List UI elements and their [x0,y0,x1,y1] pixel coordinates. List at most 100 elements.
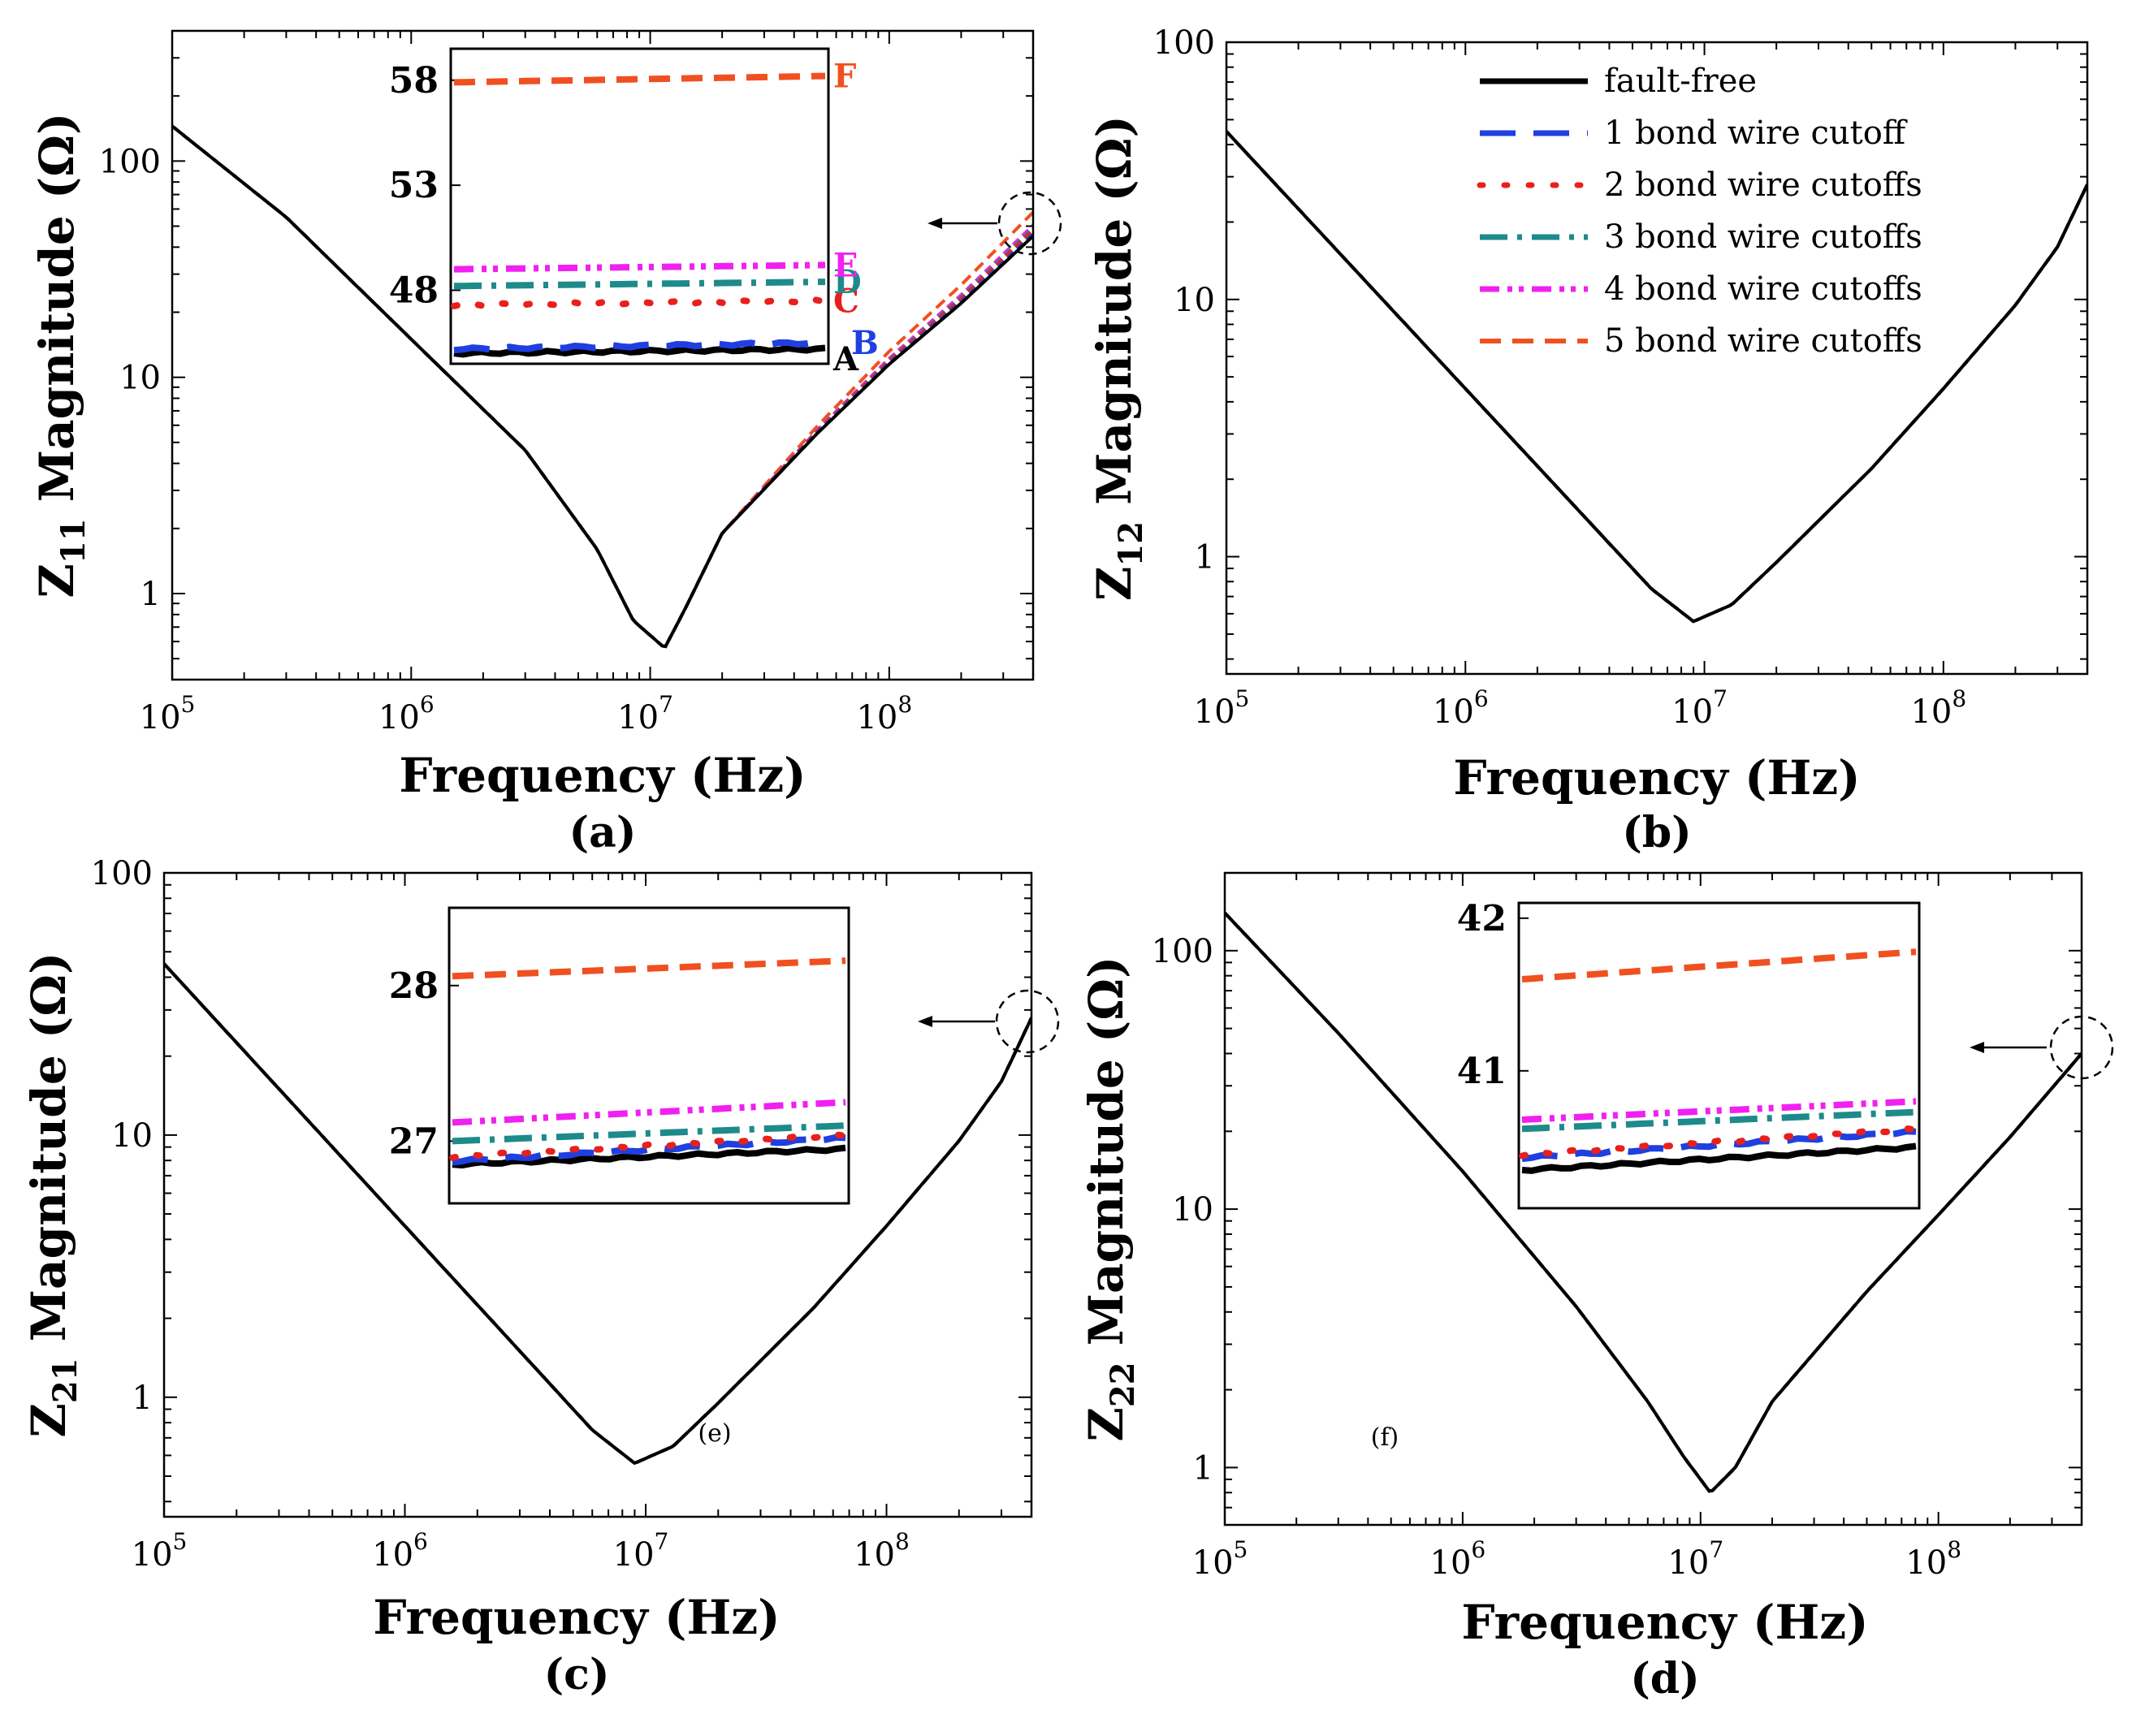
x-axis-title: Frequency (Hz) [399,748,806,803]
inset-series-line-2 [1519,1125,1919,1159]
x-axis-title: Frequency (Hz) [373,1590,780,1645]
legend-label-1: 1 bond wire cutoff [1604,114,1908,152]
x-tick-label: 108 [856,691,912,736]
inset-series-line-5 [453,72,826,86]
panel-annotation: (f) [1371,1423,1399,1452]
plot-frame [1223,871,2083,1527]
inset-y-tick-label: 42 [1457,898,1507,939]
y-tick-label: 10 [1172,1191,1213,1229]
x-tick-exponent: 8 [895,1528,910,1555]
inset-series-line-5 [452,957,846,980]
inset-y-tick-label: 48 [389,270,439,311]
inset-series-line-0 [1521,1142,1917,1174]
inset-series-line-3 [453,279,826,290]
series-line-5 [1226,130,2087,624]
x-tick-exponent: 6 [413,1528,428,1555]
inset-series-marker: E [833,246,858,284]
series-line-0 [172,124,1033,649]
legend: fault-free 1 bond wire cutoff 2 bond wire … [1477,63,1922,360]
x-tick-exponent: 5 [1234,1536,1248,1563]
x-tick-exponent: 5 [181,691,196,718]
series-line-3 [1226,130,2087,624]
inset-series-line-5 [1521,948,1917,982]
inset: 41 42 [1457,898,1921,1210]
zoom-arrow-head [1970,1042,1984,1053]
inset-series-line-1 [453,338,826,354]
y-axis-title: Z22 Magnitude (Ω) [1079,957,1142,1442]
series-line-0 [1226,130,2087,624]
x-tick-label: 105 [1194,685,1250,731]
inset-y-tick-label: 53 [389,165,439,206]
panel-label: (d) [1630,1654,1700,1704]
inset-y-tick-label: 27 [389,1121,439,1162]
y-tick-label: 1 [132,1380,153,1417]
x-axis-title: Frequency (Hz) [1461,1595,1868,1650]
inset-frame [449,47,830,365]
legend-label-0: fault-free [1604,63,1757,100]
y-axis-title-rest: Magnitude (Ω) [21,952,76,1358]
inset-series-line-4 [1521,1098,1917,1123]
zoom-circle [2049,1015,2114,1080]
y-tick-label: 100 [1153,24,1215,62]
series-line-4 [1226,130,2087,624]
inset-series-line-0 [453,344,826,358]
chart-panel-0: 105 106 107 108 1 10 100 Frequency (Hz) Z11 Magn… [29,29,1062,857]
legend-label-5: 5 bond wire cutoffs [1604,322,1922,360]
chart-panel-2: 105 106 107 108 1 10 100 Frequency (Hz) Z21 Magn… [21,855,1060,1699]
panel-label: (b) [1622,808,1692,857]
y-tick-label: 1 [141,576,161,613]
inset-series-line-4 [452,1099,846,1126]
x-tick-label: 105 [132,1528,188,1574]
x-tick-exponent: 8 [1952,685,1966,712]
y-tick-label: 10 [111,1117,153,1155]
y-axis-title-rest: Magnitude (Ω) [29,113,84,519]
inset: 27 28 [389,906,850,1205]
x-tick-label: 106 [378,691,435,736]
y-axis-title-subscript: 22 [1104,1362,1142,1407]
x-tick-exponent: 7 [655,1528,669,1555]
x-tick-label: 107 [1667,1536,1723,1582]
series-line-0 [164,962,1031,1466]
inset-series-line-3 [1521,1108,1917,1133]
plot-frame [171,29,1035,681]
x-tick-label: 105 [1192,1536,1248,1582]
x-tick-exponent: 5 [173,1528,188,1555]
x-tick-exponent: 6 [1474,685,1489,712]
x-tick-label: 108 [854,1528,910,1574]
x-tick-exponent: 7 [659,691,673,718]
series-line-0 [1225,911,2082,1493]
inset-y-tick-label: 41 [1457,1051,1507,1092]
x-tick-exponent: 7 [1709,1536,1723,1563]
zoom-circle [995,989,1060,1054]
inset-series-line-0 [452,1144,846,1169]
y-tick-label: 100 [1152,933,1213,970]
y-axis-title-subscript: 12 [1112,521,1150,567]
x-tick-label: 108 [1905,1536,1961,1582]
x-tick-exponent: 6 [420,691,435,718]
legend-label-3: 3 bond wire cutoffs [1604,218,1922,256]
legend-label-4: 4 bond wire cutoffs [1604,270,1922,308]
plot-frame [162,871,1033,1518]
panel-label: (c) [544,1650,610,1699]
y-tick-label: 10 [1174,282,1215,319]
y-axis-title-rest: Magnitude (Ω) [1079,957,1134,1362]
x-tick-label: 107 [613,1528,669,1574]
y-axis-title: Z12 Magnitude (Ω) [1087,115,1150,601]
y-axis-title-rest: Magnitude (Ω) [1087,115,1142,521]
y-tick-label: 1 [1193,1449,1213,1487]
inset-series-line-1 [1521,1128,1917,1163]
inset-series-marker: D [833,263,862,301]
x-tick-exponent: 8 [1947,1536,1961,1563]
inset-series-marker: A [832,340,859,378]
x-tick-label: 106 [372,1528,428,1574]
x-tick-label: 107 [617,691,673,736]
inset-series-line-2 [449,1131,849,1161]
y-tick-label: 1 [1195,539,1215,577]
inset-series-marker: F [833,58,856,96]
inset-series-marker: B [851,324,879,362]
zoom-arrow-head [928,218,942,229]
series-line-1 [1226,130,2087,624]
y-axis-title-subscript: 21 [46,1358,84,1403]
